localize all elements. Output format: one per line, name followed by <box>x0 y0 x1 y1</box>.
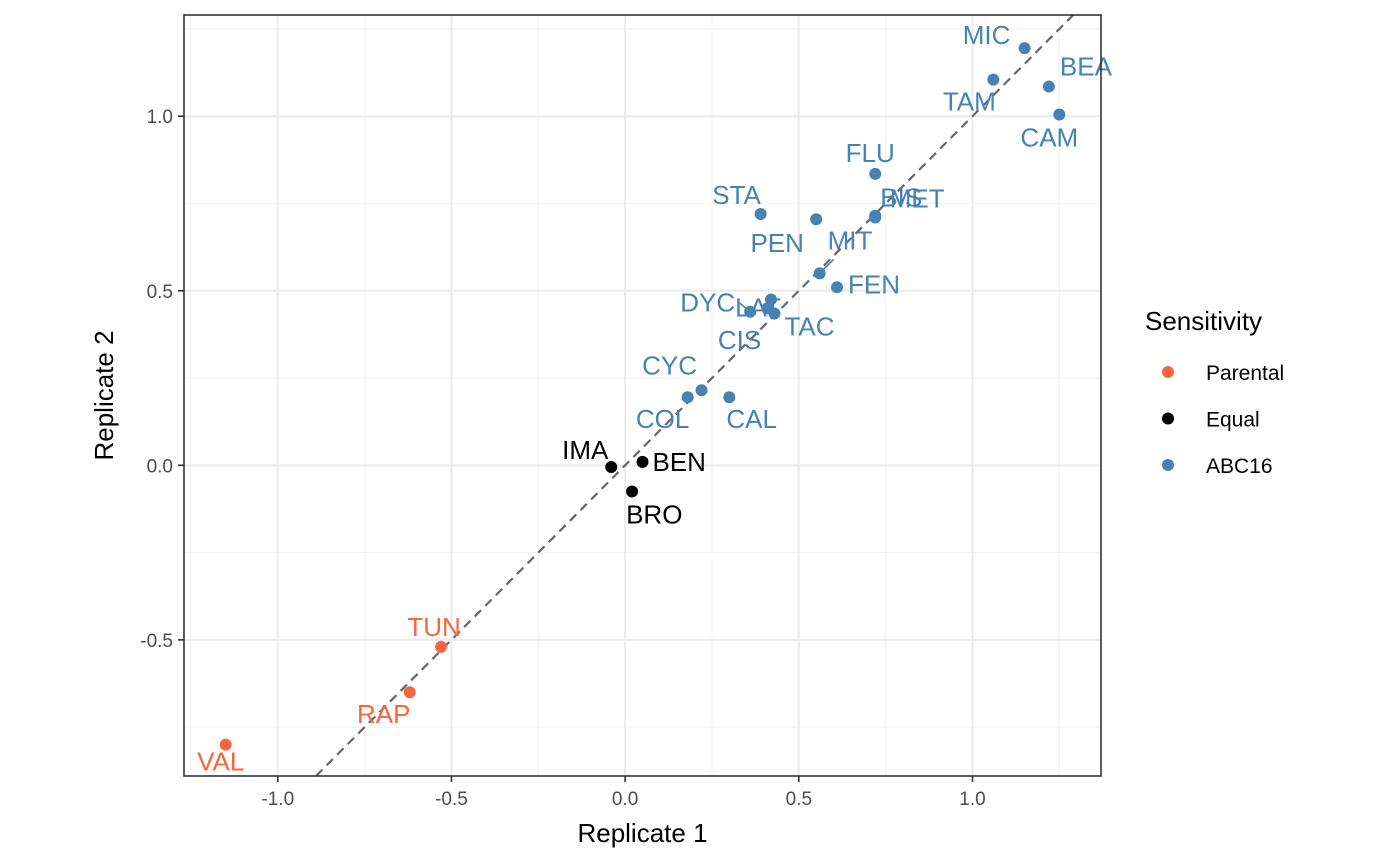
label-tam: TAM <box>943 87 996 117</box>
x-tick-label: -0.5 <box>435 789 468 810</box>
point-ima <box>605 461 618 474</box>
y-tick-label: 0.0 <box>147 456 173 477</box>
label-cal: CAL <box>726 404 777 434</box>
point-cal <box>723 391 736 404</box>
data-points <box>219 42 1066 751</box>
point-tac <box>768 307 781 320</box>
y-tick-label: 0.5 <box>147 282 173 303</box>
point-mic <box>1018 42 1031 55</box>
label-ima: IMA <box>562 435 609 465</box>
legend-label-abc16: ABC16 <box>1206 455 1273 478</box>
label-met: MET <box>890 183 945 213</box>
point-tun <box>435 640 448 653</box>
point-mit <box>813 267 826 280</box>
plot-panel <box>184 15 1101 776</box>
label-sta: STA <box>712 180 761 210</box>
point-ben <box>636 455 649 468</box>
x-axis-ticks: -1.0 -0.5 0.0 0.5 1.0 <box>261 776 986 810</box>
label-pen: PEN <box>750 228 803 258</box>
x-tick-label: 0.5 <box>786 789 812 810</box>
label-dyc: DYC <box>680 288 735 318</box>
point-flu <box>869 167 882 180</box>
point-col <box>681 391 694 404</box>
legend-key-equal <box>1162 412 1174 425</box>
label-rap: RAP <box>357 699 410 729</box>
y-tick-label: -0.5 <box>140 631 173 652</box>
x-tick-label: 0.0 <box>612 789 638 810</box>
label-bis: BIS <box>880 183 922 213</box>
label-ben: BEN <box>653 447 706 477</box>
point-bea <box>1042 80 1055 93</box>
major-grid <box>184 15 1101 776</box>
label-lat: LAT <box>735 293 781 323</box>
x-tick-label: 1.0 <box>959 789 985 810</box>
label-val: VAL <box>197 747 244 777</box>
point-met <box>869 211 882 224</box>
point-tam <box>987 73 1000 86</box>
label-cyc: CYC <box>642 350 697 380</box>
point-cam <box>1053 108 1066 121</box>
label-cis: CIS <box>718 325 761 355</box>
legend: Sensitivity Parental Equal ABC16 <box>1145 306 1284 478</box>
label-tac: TAC <box>784 311 834 341</box>
legend-title: Sensitivity <box>1145 306 1262 336</box>
point-lat <box>765 293 778 306</box>
point-dyc <box>744 305 757 318</box>
label-mic: MIC <box>963 20 1011 50</box>
plot-border <box>183 14 1102 777</box>
point-sta <box>754 207 767 220</box>
label-mit: MIT <box>828 225 873 255</box>
point-val <box>219 738 232 751</box>
label-flu: FLU <box>846 138 895 168</box>
point-bro <box>626 485 639 498</box>
legend-label-parental: Parental <box>1206 362 1284 385</box>
x-axis-title: Replicate 1 <box>577 818 707 848</box>
point-rap <box>403 686 416 699</box>
label-fen: FEN <box>848 269 900 299</box>
y-axis-title: Replicate 2 <box>89 330 119 460</box>
label-cam: CAM <box>1020 122 1078 152</box>
x-tick-label: -1.0 <box>261 789 294 810</box>
legend-label-equal: Equal <box>1206 409 1260 432</box>
label-bea: BEA <box>1060 52 1113 82</box>
point-pen <box>810 213 823 226</box>
minor-grid <box>184 15 1101 776</box>
y-axis-ticks: -0.5 0.0 0.5 1.0 <box>140 107 184 652</box>
label-col: COL <box>636 404 689 434</box>
point-cyc <box>695 384 708 397</box>
point-fen <box>831 281 844 294</box>
label-tun: TUN <box>407 612 460 642</box>
y-tick-label: 1.0 <box>147 107 173 128</box>
legend-key-abc16 <box>1162 459 1174 471</box>
legend-key-parental <box>1162 366 1174 378</box>
label-bro: BRO <box>626 499 682 529</box>
